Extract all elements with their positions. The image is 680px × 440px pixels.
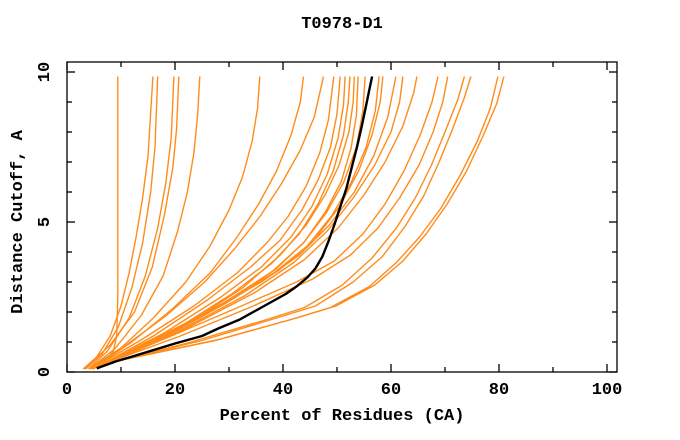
series-model-23 <box>104 76 449 365</box>
y-tick-labels: 0 5 10 <box>36 62 55 377</box>
series-model-19 <box>98 76 397 367</box>
series-model-24 <box>98 76 466 367</box>
y-tick-label: 0 <box>36 367 55 377</box>
series-model-14 <box>99 76 355 367</box>
x-tick-label: 80 <box>489 381 509 400</box>
x-tick-label: 100 <box>592 381 623 400</box>
y-tick-label: 5 <box>36 217 55 227</box>
axis-ticks <box>66 62 617 373</box>
x-axis-label: Percent of Residues (CA) <box>220 407 465 426</box>
y-tick-label: 10 <box>36 62 55 82</box>
series-model-06 <box>89 76 201 370</box>
x-tick-label: 20 <box>165 381 185 400</box>
series-highlight-black <box>96 76 374 370</box>
chart-title: T0978-D1 <box>301 15 383 34</box>
series-model-18 <box>103 76 384 366</box>
series-model-21 <box>107 76 418 365</box>
series-model-02 <box>82 76 154 370</box>
series-model-13 <box>98 76 351 367</box>
x-tick-label: 40 <box>273 381 293 400</box>
x-tick-label: 0 <box>62 381 72 400</box>
series-model-12 <box>92 76 346 370</box>
x-tick-labels: 0 20 40 60 80 100 <box>62 381 622 400</box>
series-model-20 <box>101 76 404 367</box>
series-model-11 <box>96 76 341 369</box>
series-model-17 <box>100 76 380 367</box>
y-axis-label: Distance Cutoff, A <box>9 129 28 313</box>
series-model-03 <box>85 76 159 370</box>
series-model-05 <box>83 76 180 370</box>
x-tick-label: 60 <box>381 381 401 400</box>
series-model-27 <box>110 76 505 364</box>
series-model-04 <box>88 76 175 370</box>
series-model-09 <box>90 76 325 370</box>
series-model-22 <box>99 76 439 367</box>
data-series <box>82 76 505 370</box>
series-model-25 <box>101 76 472 366</box>
series-model-07 <box>88 76 261 370</box>
plot-frame <box>66 61 618 373</box>
series-model-10 <box>93 76 335 369</box>
